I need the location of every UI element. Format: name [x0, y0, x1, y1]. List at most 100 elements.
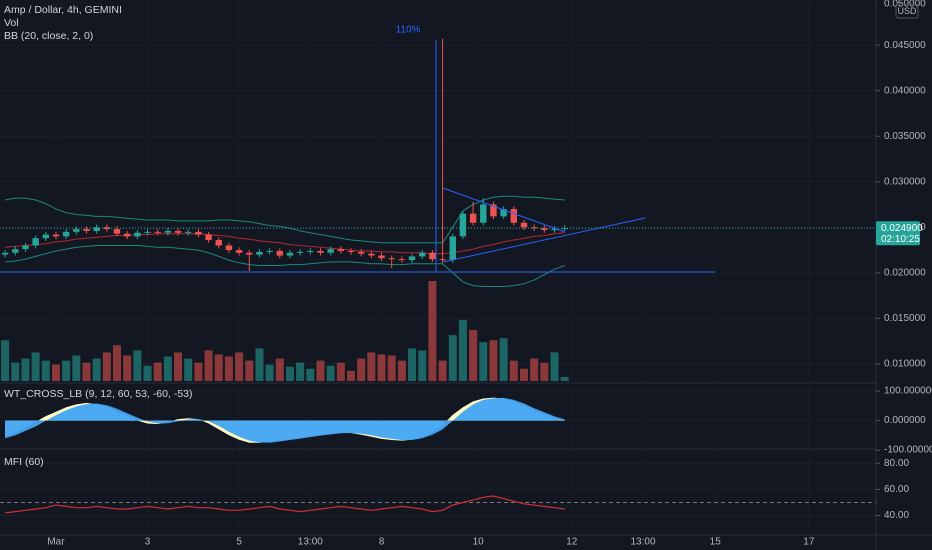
- candle-body: [388, 258, 395, 260]
- volume-bar: [428, 281, 437, 381]
- x-tick-label: 5: [236, 537, 242, 548]
- candle-body: [327, 249, 334, 253]
- symbol-title: Amp / Dollar, 4h, GEMINI: [4, 4, 122, 16]
- candle-body: [93, 227, 100, 231]
- candle-body: [510, 209, 517, 223]
- volume-bar: [489, 340, 498, 381]
- volume-bar: [31, 352, 40, 381]
- candle-body: [195, 231, 202, 235]
- bb-upper: [5, 195, 565, 244]
- candle-body: [256, 251, 263, 255]
- candle-body: [500, 209, 507, 217]
- candle-body: [164, 230, 172, 233]
- x-tick-label: 10: [473, 537, 485, 548]
- x-tick-label: 13:00: [298, 537, 323, 548]
- candle-body: [429, 252, 436, 260]
- last-price-label: 0.024900: [881, 223, 923, 234]
- candle-body: [62, 231, 70, 237]
- mfi-line: [5, 495, 565, 514]
- trend-line: [442, 187, 566, 233]
- candle-body: [541, 228, 548, 231]
- y-tick-label: 100.000000: [884, 386, 932, 397]
- volume-bar: [519, 368, 528, 381]
- volume-bar: [347, 370, 356, 381]
- volume-legend: Vol: [4, 17, 19, 29]
- volume-bar: [245, 360, 254, 381]
- volume-bar: [224, 356, 233, 381]
- y-tick-label: 0.015000: [884, 313, 926, 324]
- measure-label: 110%: [396, 25, 421, 36]
- bb-basis: [5, 232, 565, 255]
- volume-bar: [11, 362, 20, 381]
- x-tick-label: 3: [145, 537, 151, 548]
- candle-body: [174, 230, 182, 233]
- trend-line: [442, 217, 646, 263]
- candle-body: [185, 231, 192, 233]
- x-tick-label: 17: [803, 537, 815, 548]
- y-tick-label: -100.000000: [884, 445, 932, 456]
- volume-bar: [194, 362, 203, 381]
- volume-bar: [499, 338, 508, 381]
- volume-bar: [296, 362, 305, 381]
- volume-bar: [306, 368, 315, 381]
- volume-bar: [265, 364, 274, 381]
- volume-bar: [204, 350, 213, 381]
- y-tick-label: 0.020000: [884, 267, 926, 278]
- y-tick-label: 80.00: [884, 458, 909, 469]
- y-tick-label: 40.00: [884, 510, 909, 521]
- volume-bar: [560, 376, 569, 381]
- volume-bar: [51, 364, 60, 381]
- countdown: 02:10:25: [881, 234, 920, 245]
- y-tick-label: 0.040000: [884, 85, 926, 96]
- volume-bar: [143, 365, 152, 381]
- volume-bar: [530, 358, 539, 381]
- volume-bar: [113, 345, 122, 381]
- volume-bar: [82, 362, 91, 381]
- y-tick-label: 60.00: [884, 484, 909, 495]
- candle-body: [52, 234, 60, 237]
- candle-body: [103, 227, 111, 230]
- y-tick-label: 0.030000: [884, 176, 926, 187]
- bb-legend: BB (20, close, 2, 0): [4, 30, 93, 42]
- candle-body: [154, 231, 161, 233]
- volume-bar: [214, 354, 223, 381]
- candle-body: [286, 252, 294, 256]
- volume-bar: [326, 365, 335, 381]
- volume-bar: [540, 362, 549, 381]
- candle-body: [368, 253, 375, 256]
- candle-body: [378, 255, 385, 259]
- candle-body: [357, 251, 365, 254]
- volume-bar: [133, 350, 142, 381]
- candle-body: [520, 222, 528, 228]
- candle-body: [1, 252, 9, 255]
- volume-bar: [357, 358, 366, 381]
- candle-body: [22, 245, 29, 250]
- volume-bar: [418, 350, 427, 381]
- x-tick-label: 12: [566, 537, 578, 548]
- x-tick-label: 15: [710, 537, 722, 548]
- volume-bar: [62, 360, 71, 381]
- volume-bar: [367, 352, 376, 381]
- volume-bar: [72, 355, 81, 381]
- candle-body: [266, 250, 273, 252]
- y-tick-label: 0.045000: [884, 40, 926, 51]
- candle-body: [480, 204, 487, 223]
- volume-bar: [184, 358, 193, 381]
- candle-body: [134, 232, 141, 237]
- volume-bar: [41, 360, 50, 381]
- volume-bar: [387, 355, 396, 381]
- wt-legend: WT_CROSS_LB (9, 12, 60, 53, -60, -53): [4, 388, 193, 400]
- candle-body: [408, 256, 416, 261]
- volume-bar: [153, 362, 162, 381]
- candle-body: [317, 250, 324, 253]
- candle-body: [123, 233, 131, 237]
- candle-body: [73, 229, 80, 232]
- x-tick-label: Mar: [47, 537, 65, 548]
- volume-bar: [163, 356, 172, 381]
- volume-bar: [285, 366, 294, 381]
- volume-bar: [1, 340, 10, 381]
- volume-bar: [397, 360, 406, 381]
- volume-bar: [479, 342, 488, 381]
